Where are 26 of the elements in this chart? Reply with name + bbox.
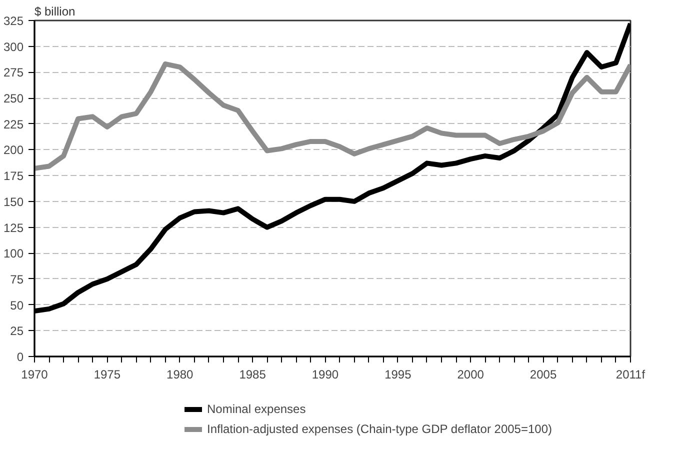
y-tick-label: 175 [3, 169, 24, 184]
y-tick-label: 200 [3, 143, 24, 158]
x-tick-label: 1995 [384, 368, 412, 382]
x-tick-label: 1970 [21, 368, 48, 382]
y-tick-label: 75 [10, 272, 24, 286]
x-tick-label: 2000 [457, 368, 484, 382]
x-tick-label: 1990 [312, 368, 339, 382]
y-tick-label: 325 [3, 14, 24, 28]
y-tick-label: 100 [3, 246, 24, 261]
legend-label: Inflation-adjusted expenses (Chain-type GDP deflator 2005=100) [207, 422, 552, 436]
y-tick-label: 150 [3, 194, 24, 209]
y-tick-label: 250 [3, 92, 24, 106]
x-tick-label: 2011f [616, 368, 646, 382]
y-axis-title: $ billion [34, 4, 76, 18]
x-tick-label: 1985 [239, 368, 266, 382]
y-tick-label: 125 [3, 220, 24, 235]
x-tick-label: 1980 [166, 368, 194, 382]
y-tick-label: 50 [10, 298, 24, 312]
y-tick-label: 275 [3, 66, 24, 80]
x-tick-label: 1975 [94, 368, 121, 382]
y-tick-label: 25 [10, 324, 24, 338]
x-tick-label: 2005 [530, 368, 557, 382]
y-tick-label: 0 [16, 350, 24, 364]
y-tick-label: 300 [3, 40, 24, 54]
y-tick-label: 225 [3, 117, 24, 132]
legend-label: Nominal expenses [207, 402, 306, 416]
